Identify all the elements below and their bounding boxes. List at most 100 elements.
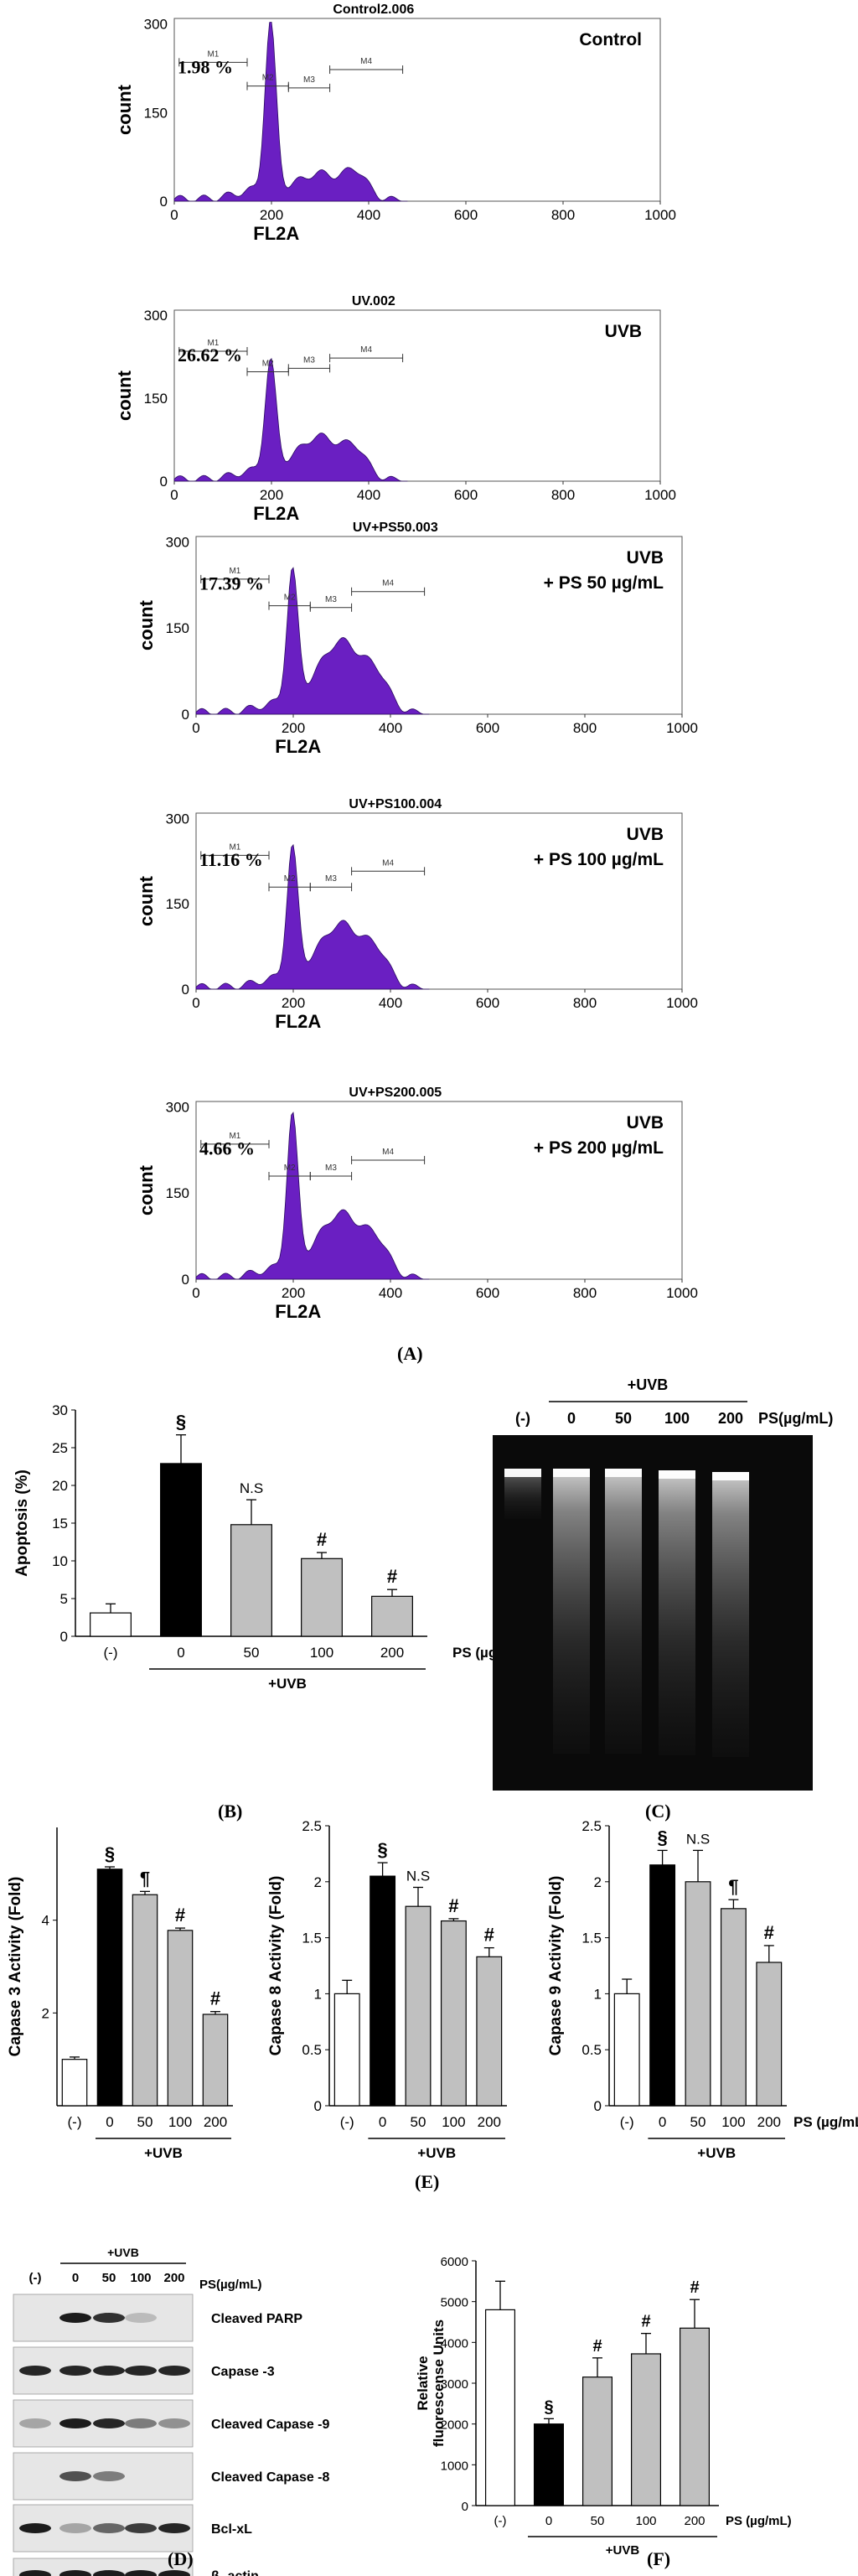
blot-band [158, 2418, 190, 2428]
category-label: 200 [478, 2114, 501, 2130]
y-tick-label: 300 [166, 534, 189, 550]
y-tick-label: 4000 [441, 2336, 468, 2351]
blot-band [158, 2523, 190, 2533]
condition-label: UVB [605, 322, 642, 341]
apoptosis-percent: 17.39 % [199, 573, 264, 594]
x-tick-label: 1000 [644, 207, 676, 223]
gate-label: M3 [325, 1164, 337, 1173]
gate-label: M2 [284, 874, 296, 884]
blot-row: Bcl-xL [13, 2504, 252, 2553]
gate-label: M2 [262, 359, 274, 368]
blot-lane-label: (-) [29, 2271, 42, 2285]
y-axis-label: Capase 3 Activity (Fold) [7, 1877, 24, 2057]
gate-label: M2 [262, 74, 274, 83]
histogram-frame [173, 18, 661, 202]
flow-histogram: M1 M2 M3 M4 0 200 400 600 800 1000 0 150 300 FL2A coun… [114, 294, 676, 524]
uvb-group-label: +UVB [697, 2145, 736, 2161]
x-tick-label: 200 [282, 720, 305, 736]
y-tick-label: 5000 [441, 2296, 468, 2310]
x-axis-label: FL2A [253, 223, 299, 244]
category-label: 200 [204, 2114, 227, 2130]
gate-label: M3 [325, 595, 337, 604]
significance-mark: # [175, 1905, 185, 1926]
blot-band [93, 2313, 125, 2323]
bar [533, 2423, 564, 2506]
blot-lane-label: 0 [72, 2271, 79, 2285]
significance-mark: # [484, 1925, 494, 1946]
y-tick-label: 1000 [441, 2459, 468, 2473]
x-tick-label: 400 [357, 487, 380, 503]
blot-row: Cleaved PARP [13, 2294, 302, 2342]
y-tick-label: 300 [166, 1099, 189, 1115]
histogram-file-title: UV+PS100.004 [349, 797, 442, 811]
y-tick-label: 150 [144, 105, 168, 121]
gate-label: M2 [284, 593, 296, 603]
x-tick-label: 0 [170, 207, 178, 223]
bar [370, 1875, 396, 2107]
blot-band [93, 2471, 125, 2481]
x-unit-label: PS (µg/mL) [452, 1645, 527, 1661]
bar [230, 1524, 272, 1637]
y-tick-label: 5 [60, 1591, 68, 1607]
histogram-area [173, 357, 408, 482]
x-tick-label: 400 [357, 207, 380, 223]
x-tick-label: 600 [454, 487, 478, 503]
histogram-file-title: Control2.006 [333, 3, 414, 17]
bar [613, 1993, 640, 2107]
gel-lane-smear [504, 1469, 541, 1519]
y-axis-label: fluorescense Units [431, 2319, 447, 2447]
y-tick-label: 3000 [441, 2377, 468, 2392]
blot-lane-label: 100 [130, 2271, 151, 2285]
panel-label-d: (D) [168, 2548, 194, 2569]
bar [630, 2353, 661, 2506]
blot-strip [13, 2346, 194, 2395]
bar-chart-F: 0 1000 2000 3000 4000 5000 6000 (-) 0 § 50 #100 #200… [415, 2255, 792, 2558]
bar [679, 2327, 710, 2506]
uvb-group-label: +UVB [606, 2543, 640, 2558]
category-label: 100 [310, 1645, 333, 1661]
bar [371, 1595, 413, 1637]
bar [160, 1463, 202, 1637]
blot-strip [13, 2399, 194, 2448]
x-tick-label: 0 [170, 487, 178, 503]
y-tick-label: 0.5 [302, 2042, 322, 2058]
gate-label: M1 [229, 1132, 240, 1141]
y-tick-label: 2 [594, 1874, 602, 1890]
category-label: 0 [379, 2114, 386, 2130]
blot-band [59, 2570, 91, 2576]
bar [132, 1894, 158, 2107]
significance-mark: N.S [406, 1868, 430, 1884]
y-axis-label: count [136, 599, 157, 650]
apoptosis-percent: 1.98 % [178, 56, 233, 77]
significance-mark: § [377, 1839, 387, 1860]
bar [202, 2014, 229, 2107]
blot-strip [13, 2294, 194, 2342]
blot-band [93, 2418, 125, 2428]
uvb-group-label: +UVB [268, 1676, 307, 1692]
y-axis-label: Relative [415, 2356, 431, 2410]
flow-histogram: M1 M2 M3 M4 0 200 400 600 800 1000 0 150 300 FL2A coun… [136, 1086, 698, 1322]
blot-uvb-label: +UVB [107, 2246, 139, 2259]
histogram-area [195, 1112, 430, 1280]
blot-strip [13, 2452, 194, 2501]
y-tick-label: 1.5 [302, 1931, 322, 1946]
bar [61, 2059, 88, 2107]
blot-row-label: Cleaved PARP [211, 2312, 302, 2326]
blot-band [125, 2366, 157, 2376]
bar [96, 1869, 123, 2107]
condition-dose-label: + PS 200 µg/mL [534, 1138, 664, 1158]
x-axis-label: FL2A [253, 503, 299, 524]
blot-band [158, 2570, 190, 2576]
uvb-group-label: +UVB [417, 2145, 456, 2161]
histogram-frame [195, 1101, 683, 1280]
histogram-area [173, 21, 408, 202]
histogram-file-title: UV+PS50.003 [353, 521, 438, 535]
blot-strip [13, 2558, 194, 2576]
x-unit-label: PS (µg/mL) [793, 2114, 858, 2130]
category-label: 0 [106, 2114, 113, 2130]
x-tick-label: 600 [476, 995, 499, 1011]
y-tick-label: 2 [314, 1874, 322, 1890]
blot-band [19, 2570, 51, 2576]
y-tick-label: 300 [166, 811, 189, 827]
uvb-group-label: +UVB [144, 2145, 183, 2161]
